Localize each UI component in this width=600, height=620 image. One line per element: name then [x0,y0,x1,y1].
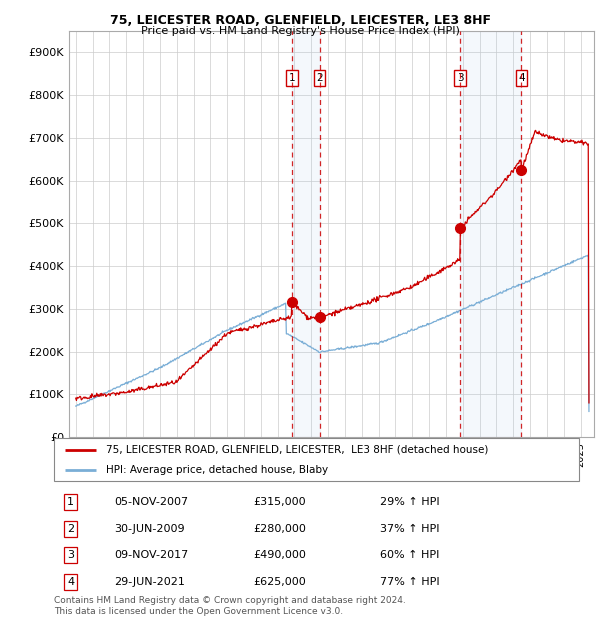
Text: 60% ↑ HPI: 60% ↑ HPI [380,550,439,560]
Text: Contains HM Land Registry data © Crown copyright and database right 2024.
This d: Contains HM Land Registry data © Crown c… [54,596,406,616]
Text: 3: 3 [67,550,74,560]
Text: 75, LEICESTER ROAD, GLENFIELD, LEICESTER,  LE3 8HF (detached house): 75, LEICESTER ROAD, GLENFIELD, LEICESTER… [107,445,489,454]
Text: £625,000: £625,000 [254,577,306,587]
Text: 37% ↑ HPI: 37% ↑ HPI [380,524,439,534]
Text: 3: 3 [457,73,464,83]
Text: 1: 1 [67,497,74,507]
Text: £315,000: £315,000 [254,497,306,507]
Text: 2: 2 [67,524,74,534]
Text: 2: 2 [316,73,323,83]
Text: 75, LEICESTER ROAD, GLENFIELD, LEICESTER, LE3 8HF: 75, LEICESTER ROAD, GLENFIELD, LEICESTER… [110,14,491,27]
Text: Price paid vs. HM Land Registry's House Price Index (HPI): Price paid vs. HM Land Registry's House … [140,26,460,36]
Text: 29% ↑ HPI: 29% ↑ HPI [380,497,439,507]
Text: £490,000: £490,000 [254,550,307,560]
Text: 77% ↑ HPI: 77% ↑ HPI [380,577,439,587]
Text: 05-NOV-2007: 05-NOV-2007 [115,497,188,507]
Text: 4: 4 [67,577,74,587]
Text: HPI: Average price, detached house, Blaby: HPI: Average price, detached house, Blab… [107,465,329,475]
Text: 4: 4 [518,73,525,83]
Text: £280,000: £280,000 [254,524,307,534]
Bar [460,31,521,437]
Text: 1: 1 [289,73,295,83]
FancyBboxPatch shape [54,438,579,480]
Text: 30-JUN-2009: 30-JUN-2009 [115,524,185,534]
Bar [292,31,320,437]
Text: 09-NOV-2017: 09-NOV-2017 [115,550,188,560]
Text: 29-JUN-2021: 29-JUN-2021 [115,577,185,587]
